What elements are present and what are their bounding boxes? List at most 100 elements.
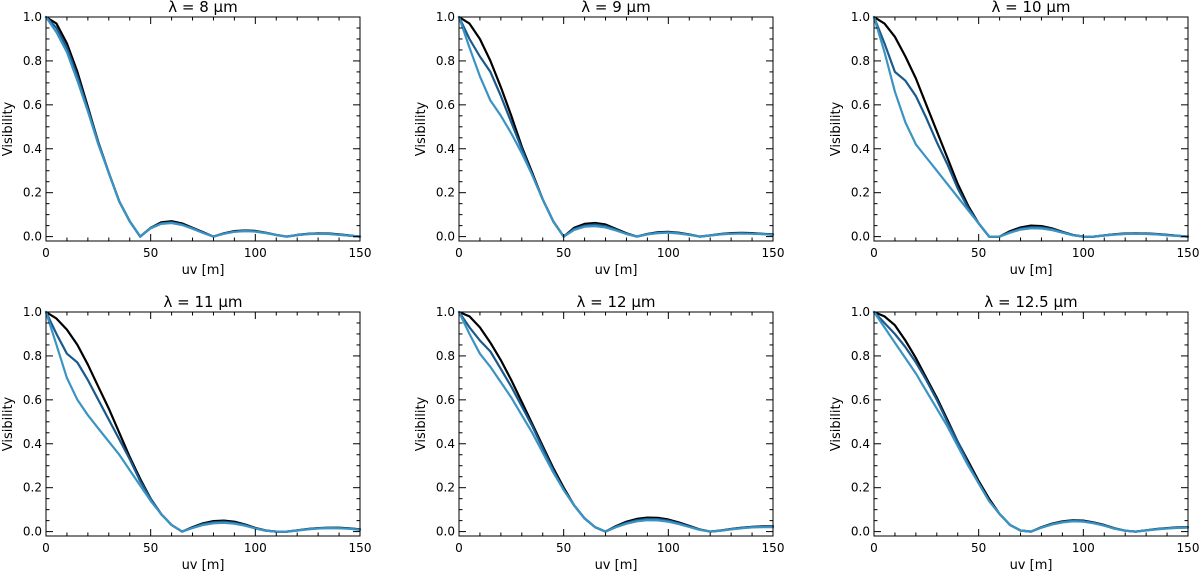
- y-tick-label: 0.2: [851, 186, 870, 200]
- panel-title: λ = 12 μm: [577, 293, 656, 311]
- y-axis-label: Visibility: [414, 101, 429, 156]
- y-tick-label: 0.0: [436, 230, 455, 244]
- y-tick-label: 1.0: [23, 305, 42, 319]
- x-tick-label: 50: [971, 541, 986, 555]
- x-tick-label: 150: [762, 246, 785, 260]
- series-1-line: [872, 15, 1190, 238]
- panel-1: 0 50 100 150 0.0 0.2 0.4 0.6 0.8 1.0 λ = 8 μm uv [m…: [1, 0, 371, 278]
- y-tick-label: 0.2: [436, 481, 455, 495]
- panel-2: 0 50 100 150 0.0 0.2 0.4 0.6 0.8 1.0 λ = 9 μm uv [m…: [414, 0, 784, 278]
- x-tick-label: 0: [870, 246, 878, 260]
- plot-frame: [458, 16, 774, 242]
- x-axis-label: uv [m]: [1010, 558, 1053, 573]
- y-tick-label: 0.0: [23, 525, 42, 539]
- series-2-line: [872, 15, 1190, 238]
- y-tick-label: 0.0: [851, 230, 870, 244]
- plot-frame: [45, 311, 361, 537]
- y-tick-label: 0.8: [436, 349, 455, 363]
- series-1-line: [872, 310, 1190, 533]
- panel-6: 0 50 100 150 0.0 0.2 0.4 0.6 0.8 1.0 λ = 12.5 μm uv…: [829, 293, 1199, 573]
- x-tick-label: 100: [1072, 541, 1095, 555]
- x-tick-label: 0: [42, 541, 50, 555]
- x-tick-label: 0: [455, 541, 463, 555]
- x-tick-label: 100: [244, 541, 267, 555]
- panel-title: λ = 9 μm: [581, 0, 650, 16]
- series-2-line: [457, 310, 775, 533]
- panel-4: 0 50 100 150 0.0 0.2 0.4 0.6 0.8 1.0 λ = 11 μm uv […: [1, 293, 371, 573]
- panel-3: 0 50 100 150 0.0 0.2 0.4 0.6 0.8 1.0 λ = 10 μm uv […: [829, 0, 1199, 278]
- series-3-line: [457, 310, 775, 533]
- x-axis-label: uv [m]: [1010, 263, 1053, 278]
- x-tick-label: 50: [971, 246, 986, 260]
- x-tick-label: 100: [657, 541, 680, 555]
- plot-frame: [458, 311, 774, 537]
- x-tick-label: 0: [42, 246, 50, 260]
- panel-title: λ = 12.5 μm: [984, 293, 1077, 311]
- plot-frame: [873, 16, 1189, 242]
- x-axis-label: uv [m]: [595, 263, 638, 278]
- y-tick-label: 1.0: [436, 10, 455, 24]
- y-tick-label: 0.0: [436, 525, 455, 539]
- y-tick-label: 0.8: [436, 54, 455, 68]
- y-tick-label: 0.8: [851, 54, 870, 68]
- y-tick-label: 0.4: [23, 142, 42, 156]
- x-tick-label: 50: [143, 246, 158, 260]
- series-3-line: [872, 310, 1190, 533]
- x-tick-label: 150: [1177, 246, 1200, 260]
- x-tick-label: 50: [143, 541, 158, 555]
- series-2-line: [457, 15, 775, 238]
- series-1-line: [457, 310, 775, 533]
- y-tick-label: 1.0: [851, 10, 870, 24]
- x-tick-label: 150: [349, 541, 372, 555]
- panel-title: λ = 8 μm: [168, 0, 237, 16]
- y-tick-label: 0.6: [23, 98, 42, 112]
- panel-5: 0 50 100 150 0.0 0.2 0.4 0.6 0.8 1.0 λ = 12 μm uv […: [414, 293, 784, 573]
- y-tick-label: 0.6: [23, 393, 42, 407]
- x-tick-label: 100: [657, 246, 680, 260]
- x-tick-label: 150: [349, 246, 372, 260]
- y-tick-label: 0.4: [851, 142, 870, 156]
- y-tick-label: 0.2: [23, 186, 42, 200]
- x-axis-label: uv [m]: [182, 558, 225, 573]
- panel-title: λ = 11 μm: [164, 293, 243, 311]
- x-tick-label: 0: [455, 246, 463, 260]
- y-tick-label: 0.8: [23, 349, 42, 363]
- y-tick-label: 0.4: [436, 437, 455, 451]
- x-tick-label: 150: [1177, 541, 1200, 555]
- y-tick-label: 0.6: [436, 98, 455, 112]
- x-tick-label: 0: [870, 541, 878, 555]
- series-1-line: [457, 15, 775, 238]
- x-tick-label: 50: [556, 541, 571, 555]
- y-tick-label: 0.8: [851, 349, 870, 363]
- y-tick-label: 0.2: [23, 481, 42, 495]
- y-tick-label: 0.4: [851, 437, 870, 451]
- series-3-line: [457, 15, 775, 238]
- series-3-line: [44, 15, 362, 238]
- y-tick-label: 0.8: [23, 54, 42, 68]
- series-2-line: [872, 310, 1190, 533]
- x-tick-label: 150: [762, 541, 785, 555]
- y-tick-label: 1.0: [851, 305, 870, 319]
- y-tick-label: 0.4: [23, 437, 42, 451]
- y-tick-label: 0.0: [23, 230, 42, 244]
- series-3-line: [44, 310, 362, 533]
- y-tick-label: 0.6: [436, 393, 455, 407]
- y-tick-label: 0.6: [851, 393, 870, 407]
- x-axis-label: uv [m]: [182, 263, 225, 278]
- y-tick-label: 0.2: [436, 186, 455, 200]
- y-axis-label: Visibility: [829, 396, 844, 451]
- x-tick-label: 100: [244, 246, 267, 260]
- panel-title: λ = 10 μm: [992, 0, 1071, 16]
- x-tick-label: 50: [556, 246, 571, 260]
- plot-frame: [45, 16, 361, 242]
- plot-frame: [873, 311, 1189, 537]
- y-tick-label: 0.0: [851, 525, 870, 539]
- y-axis-label: Visibility: [1, 396, 16, 451]
- y-tick-label: 0.2: [851, 481, 870, 495]
- y-axis-label: Visibility: [829, 101, 844, 156]
- y-axis-label: Visibility: [1, 101, 16, 156]
- y-tick-label: 0.4: [436, 142, 455, 156]
- series-3-line: [872, 15, 1190, 238]
- y-tick-label: 0.6: [851, 98, 870, 112]
